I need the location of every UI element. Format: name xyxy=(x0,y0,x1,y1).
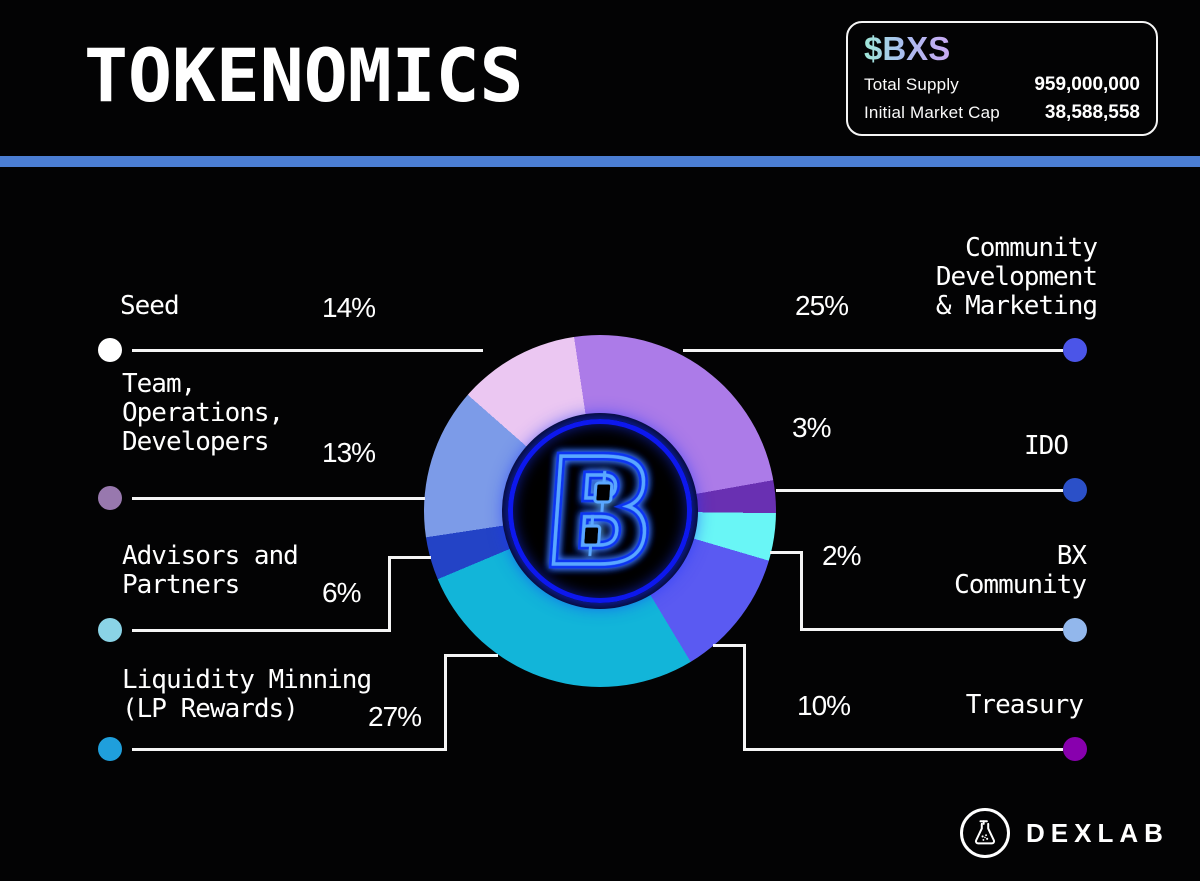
connector-bx-h1 xyxy=(770,551,803,554)
connector-bx-v xyxy=(800,551,803,631)
connector-ido xyxy=(776,489,1063,492)
brand-name: DEXLAB xyxy=(1026,817,1169,848)
legend-dot-treasury xyxy=(1063,737,1087,761)
brand-lockup: DEXLAB xyxy=(960,808,1169,858)
pct-treasury: 10% xyxy=(797,690,851,721)
legend-dot-bx-community xyxy=(1063,618,1087,642)
pct-ido: 3% xyxy=(792,412,831,443)
label-treasury: Treasury xyxy=(965,690,1084,720)
bxs-candlestick-logo-icon: B B xyxy=(533,422,667,604)
connector-advisors-h1 xyxy=(132,629,391,632)
legend-dot-community xyxy=(1063,338,1087,362)
label-ido: IDO xyxy=(1024,431,1069,461)
legend-dot-liquidity xyxy=(98,737,122,761)
connector-treasury-v xyxy=(743,644,746,751)
pct-liquidity: 27% xyxy=(368,701,422,732)
token-info-card: $BXS Total Supply 959,000,000 Initial Ma… xyxy=(846,21,1158,136)
total-supply-label: Total Supply xyxy=(864,74,960,94)
svg-text:B: B xyxy=(537,426,662,599)
connector-seed xyxy=(132,349,483,352)
token-symbol: $BXS xyxy=(864,30,951,67)
pct-team: 13% xyxy=(322,437,376,468)
flask-icon xyxy=(960,808,1010,858)
legend-dot-ido xyxy=(1063,478,1087,502)
neon-ring xyxy=(508,419,692,603)
connector-advisors-h2 xyxy=(388,556,431,559)
accent-divider-bar xyxy=(0,156,1200,167)
pct-community: 25% xyxy=(795,290,849,321)
connector-treasury-h2 xyxy=(743,748,1063,751)
legend-dot-team xyxy=(98,486,122,510)
label-bx-community: BX Community xyxy=(954,541,1087,600)
connector-advisors-v xyxy=(388,556,391,632)
pct-seed: 14% xyxy=(322,292,376,323)
connector-treasury-h1 xyxy=(713,644,746,647)
page-title: TOKENOMICS xyxy=(84,34,524,119)
connector-liquidity-h1 xyxy=(132,748,447,751)
total-supply-row: Total Supply 959,000,000 xyxy=(864,74,1140,96)
connector-liquidity-v xyxy=(444,654,447,751)
connector-team xyxy=(132,497,425,500)
label-community: Community Development & Marketing xyxy=(935,233,1098,321)
label-liquidity: Liquidity Minning (LP Rewards) xyxy=(122,665,372,724)
svg-text:B: B xyxy=(537,426,662,599)
connector-community xyxy=(683,349,1063,352)
initial-market-cap-value: 38,588,558 xyxy=(1044,101,1140,123)
pct-advisors: 6% xyxy=(322,577,361,608)
pct-bx-community: 2% xyxy=(822,540,861,571)
initial-market-cap-row: Initial Market Cap 38,588,558 xyxy=(864,102,1140,124)
connector-bx-h2 xyxy=(800,628,1063,631)
initial-market-cap-label: Initial Market Cap xyxy=(864,102,1000,122)
legend-dot-seed xyxy=(98,338,122,362)
connector-liquidity-h2 xyxy=(444,654,498,657)
label-team: Team, Operations, Developers xyxy=(122,369,284,457)
total-supply-value: 959,000,000 xyxy=(1034,73,1140,95)
label-seed: Seed xyxy=(120,291,180,321)
legend-dot-advisors xyxy=(98,618,122,642)
label-advisors: Advisors and Partners xyxy=(122,541,299,600)
